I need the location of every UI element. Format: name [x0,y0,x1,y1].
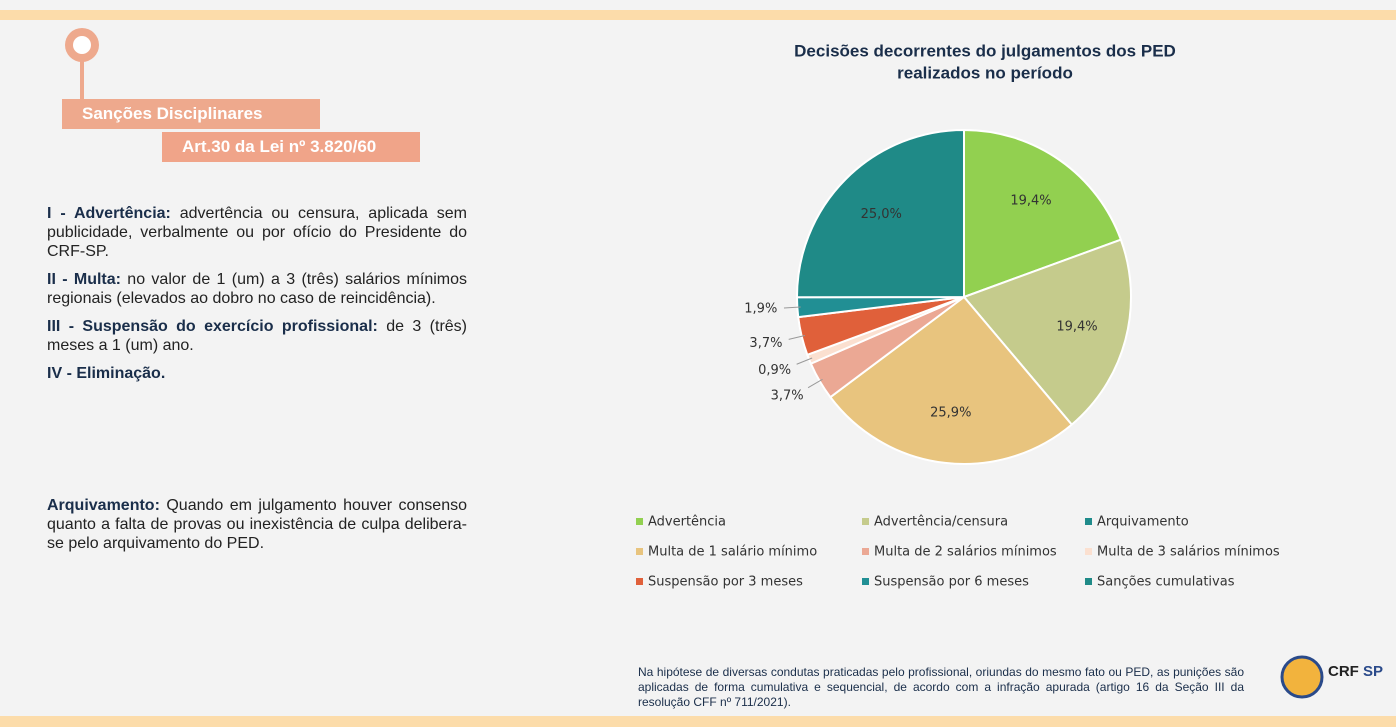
item-term: IV - Eliminação. [47,365,166,382]
legend-swatch [862,578,869,585]
item-text: advertência ou censura, aplicada sem pub… [47,205,467,260]
bottom-band [0,716,1396,727]
top-band [0,10,1396,20]
data-label: 19,4% [1010,194,1051,209]
chart-title: Decisões decorrentes do julgamentos dos … [794,41,1176,60]
legend-swatch [862,518,869,525]
leader-line [783,306,801,309]
legend-label: Suspensão por 6 meses [874,575,1029,590]
item: II - Multa: no valor de 1 (um) a 3 (três… [47,270,467,308]
pie-slice [828,295,1074,465]
pie-slice [963,128,1123,299]
leader-line [807,378,823,389]
item-text: de 3 (três) meses a 1 (um) ano. [47,318,468,354]
badge: Sanções Disciplinares [62,99,320,129]
legend-label: Suspensão por 3 meses [648,575,803,590]
data-label: 25,9% [930,406,971,421]
legend-swatch [862,548,869,555]
data-label: 19,4% [1056,319,1097,334]
legend-swatch [1085,578,1092,585]
item-term: II - Multa: [47,271,121,288]
data-label: 25,0% [861,207,902,222]
legend-swatch [636,518,643,525]
item-term: III - Suspensão do exercício profissiona… [47,318,378,335]
leader-line [788,335,806,340]
logo-seal [1280,655,1324,699]
data-label: 0,9% [758,363,791,378]
legend-label: Multa de 1 salário mínimo [648,545,817,560]
legend-swatch [636,578,643,585]
footnote: Na hipótese de diversas condutas pratica… [638,665,1244,709]
legend-swatch [1085,518,1092,525]
item: III - Suspensão do exercício profissiona… [47,317,467,355]
leader-line [796,357,813,365]
logo-state: SP [1363,663,1383,680]
archive-term: Arquivamento: [47,497,160,514]
pie-slice [962,238,1132,427]
archive-text: Quando em julgamento houver consenso qua… [47,497,467,552]
item-text: no valor de 1 (um) a 3 (três) salários m… [47,271,468,307]
logo: CRF SP [1280,655,1383,699]
legend-label: Multa de 2 salários mínimos [874,545,1057,560]
legend-swatch [636,548,643,555]
data-label: 1,9% [744,302,777,317]
legend-label: Multa de 3 salários mínimos [1097,545,1280,560]
item: IV - Eliminação. [47,364,467,383]
legend-label: Advertência/censura [874,515,1008,530]
subtitle-badge: Art.30 da Lei nº 3.820/60 [162,132,420,162]
pie-slice [795,128,965,299]
item-term: I - Advertência: [47,205,171,222]
item: I - Advertência: advertência ou censura,… [47,204,467,261]
logo-name: CRF [1328,663,1359,680]
pin-stem [80,60,84,100]
data-label: 3,7% [749,336,782,351]
legend-label: Advertência [648,515,726,530]
pin-hole [73,36,91,54]
legend-swatch [1085,548,1092,555]
chart-title-line2: realizados no período [897,63,1073,82]
legend-label: Sanções cumulativas [1097,575,1235,590]
sanctions-list: I - Advertência: advertência ou censura,… [47,204,467,392]
archive: Arquivamento: Quando em julgamento houve… [47,496,467,553]
data-label: 3,7% [771,389,804,404]
legend-label: Arquivamento [1097,515,1189,530]
